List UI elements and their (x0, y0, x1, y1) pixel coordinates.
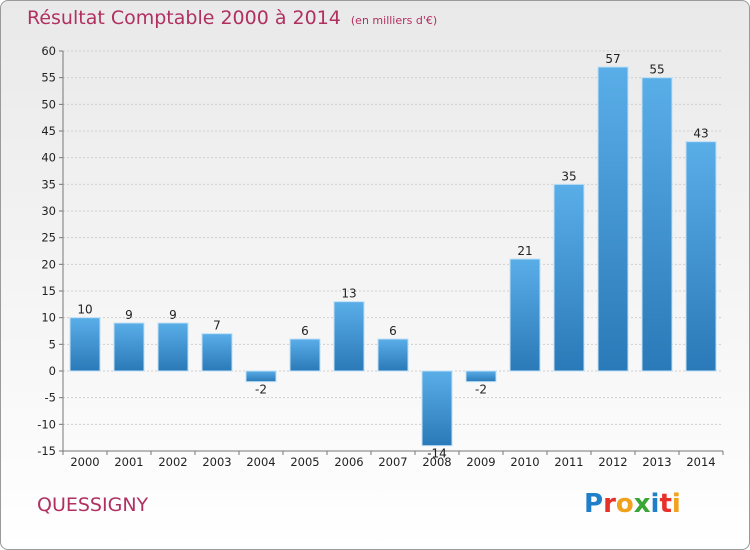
x-tick-label: 2011 (554, 455, 583, 469)
data-label-2009: -2 (475, 383, 487, 397)
x-tick-label: 2013 (642, 455, 671, 469)
x-tick-label: 2014 (686, 455, 715, 469)
bar-2014 (685, 141, 717, 372)
data-label-2002: 9 (169, 308, 177, 322)
y-axis: -15 -10 -5 0 5 10 15 20 25 30 35 40 45 50 55 60 (37, 44, 64, 458)
bar-2011 (553, 183, 585, 372)
x-axis: 2000 2001 2002 2003 2004 2005 2006 2007 2008 2009… (62, 450, 724, 469)
bar-2004 (245, 370, 277, 383)
x-tick-label: 2005 (290, 455, 319, 469)
data-label-2000: 10 (77, 303, 92, 317)
y-tick-label: 10 (41, 311, 56, 325)
y-tick-label: 50 (41, 97, 56, 111)
x-tick-label: 2002 (158, 455, 187, 469)
logo-letter: i (671, 489, 681, 519)
y-tick-label: -15 (37, 444, 56, 458)
data-label-2008: -14 (427, 447, 447, 461)
data-label-2014: 43 (693, 127, 708, 141)
bar-2007 (377, 338, 409, 372)
title-unit: (en milliers d'€) (350, 14, 438, 27)
x-tick-label: 2008 (422, 455, 451, 469)
data-label-2007: 6 (389, 324, 397, 338)
data-label-2003: 7 (213, 319, 221, 333)
x-tick-label: 2000 (70, 455, 99, 469)
data-label-2005: 6 (301, 324, 309, 338)
logo-letter: o (615, 489, 634, 519)
logo-letter: t (659, 489, 672, 519)
logo-letter: r (603, 489, 616, 519)
logo-letter: x (633, 489, 651, 519)
x-tick-label: 2001 (114, 455, 143, 469)
x-tick-label: 2010 (510, 455, 539, 469)
data-label-2001: 9 (125, 308, 133, 322)
chart-title: Résultat Comptable 2000 à 2014 (en millie… (27, 7, 437, 29)
y-tick-label: 35 (41, 177, 56, 191)
bar-2006 (333, 301, 365, 372)
commune-name: QUESSIGNY (37, 494, 149, 516)
bar-2000 (69, 317, 101, 372)
logo-letter: P (584, 489, 604, 519)
y-tick-label: 20 (41, 257, 56, 271)
bar-2009 (465, 370, 497, 383)
y-tick-label: 5 (49, 337, 56, 351)
x-tick-label: 2012 (598, 455, 627, 469)
y-tick-label: 55 (41, 71, 56, 85)
bars (69, 66, 717, 447)
y-tick-label: 0 (49, 364, 56, 378)
bar-2005 (289, 338, 321, 372)
y-tick-label: 15 (41, 284, 56, 298)
bar-2010 (509, 258, 541, 372)
y-tick-label: 40 (41, 151, 56, 165)
data-label-2012: 57 (605, 52, 620, 66)
proxiti-logo[interactable]: Proxiti (584, 489, 681, 519)
y-tick-label: 25 (41, 231, 56, 245)
y-tick-label: 60 (41, 44, 56, 58)
bar-2013 (641, 77, 673, 372)
data-label-2013: 55 (649, 63, 664, 77)
x-tick-label: 2009 (466, 455, 495, 469)
data-label-2006: 13 (341, 287, 356, 301)
bar-2003 (201, 333, 233, 372)
x-tick-label: 2004 (246, 455, 275, 469)
data-labels: 10 9 9 7 -2 6 13 6 -14 -2 21 35 57 55 43 (77, 52, 708, 461)
data-label-2004: -2 (255, 383, 267, 397)
bar-2008 (421, 370, 453, 447)
bar-2012 (597, 66, 629, 372)
bar-2002 (157, 322, 189, 372)
y-tick-label: -10 (37, 417, 56, 431)
x-tick-label: 2003 (202, 455, 231, 469)
data-label-2010: 21 (517, 244, 532, 258)
logo-letter: i (650, 489, 660, 519)
y-tick-label: -5 (45, 391, 56, 405)
x-tick-label: 2007 (378, 455, 407, 469)
y-tick-label: 45 (41, 124, 56, 138)
title-text: Résultat Comptable 2000 à 2014 (27, 7, 341, 29)
data-label-2011: 35 (561, 169, 576, 183)
y-tick-label: 30 (41, 204, 56, 218)
bar-2001 (113, 322, 145, 372)
x-tick-label: 2006 (334, 455, 363, 469)
